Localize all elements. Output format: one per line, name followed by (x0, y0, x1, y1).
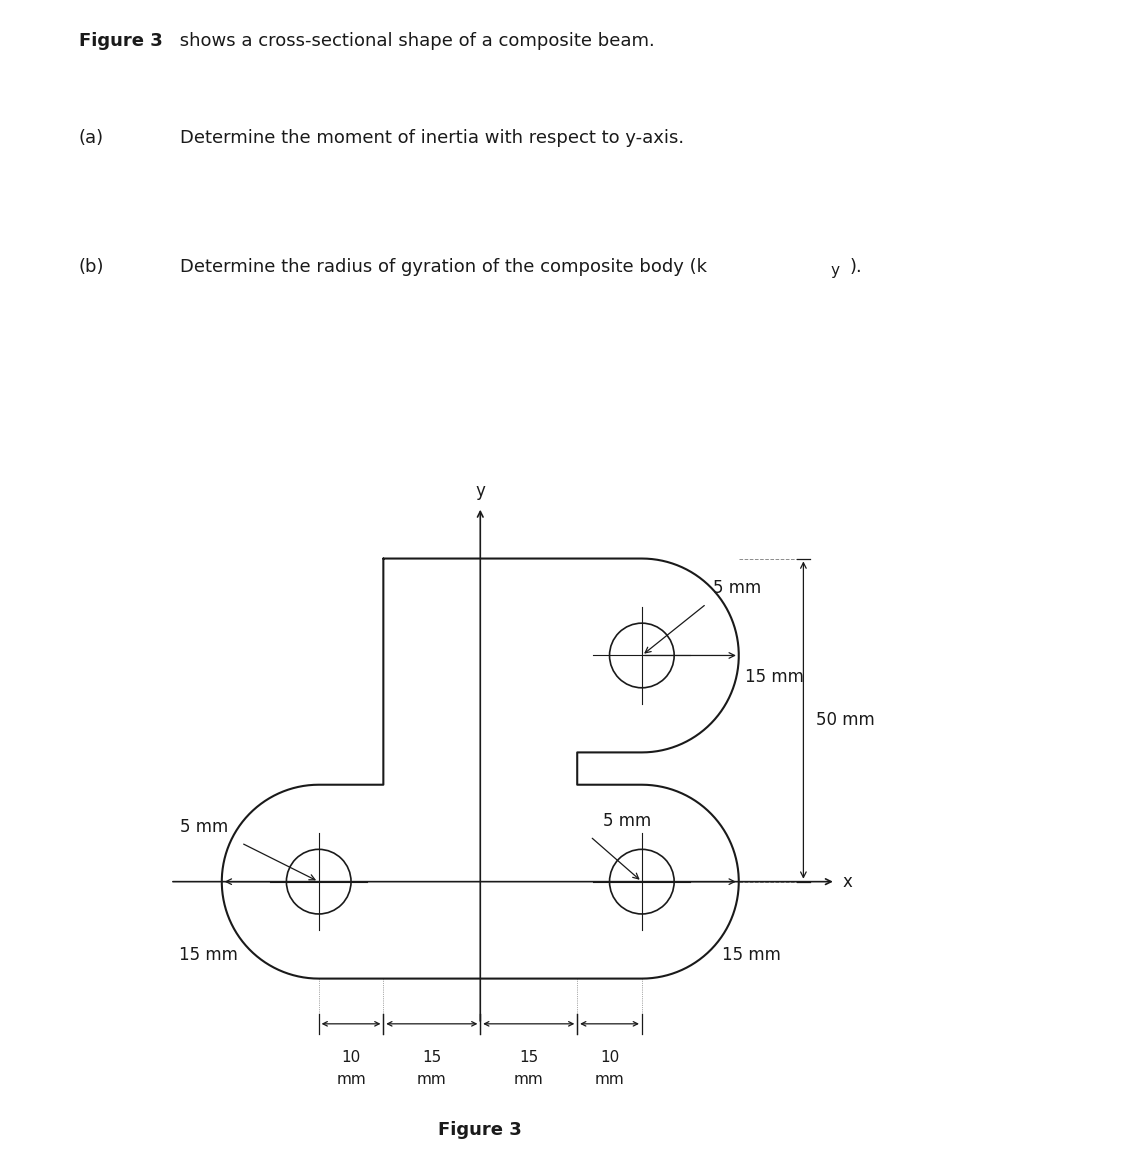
Text: y: y (476, 482, 485, 501)
Text: 15 mm: 15 mm (745, 668, 804, 687)
Text: 50 mm: 50 mm (817, 711, 875, 729)
Text: Figure 3: Figure 3 (79, 32, 162, 51)
Text: x: x (843, 872, 852, 891)
Text: (b): (b) (79, 258, 105, 277)
Text: ).: ). (849, 258, 862, 277)
Text: 15: 15 (422, 1050, 441, 1065)
Text: y: y (830, 263, 839, 278)
Text: 5 mm: 5 mm (603, 812, 651, 830)
Text: Determine the moment of inertia with respect to y-axis.: Determine the moment of inertia with res… (180, 129, 684, 148)
Text: Figure 3: Figure 3 (439, 1121, 522, 1139)
Text: mm: mm (595, 1072, 624, 1087)
Text: shows a cross-sectional shape of a composite beam.: shows a cross-sectional shape of a compo… (174, 32, 655, 51)
Text: 15 mm: 15 mm (722, 946, 781, 965)
Text: mm: mm (417, 1072, 447, 1087)
Text: 5 mm: 5 mm (713, 579, 762, 598)
Text: mm: mm (514, 1072, 543, 1087)
Text: 15 mm: 15 mm (179, 946, 238, 965)
Text: (a): (a) (79, 129, 104, 148)
Text: 10: 10 (600, 1050, 619, 1065)
Text: 5 mm: 5 mm (180, 818, 228, 837)
Text: mm: mm (336, 1072, 366, 1087)
Text: 15: 15 (519, 1050, 539, 1065)
Text: Determine the radius of gyration of the composite body (k: Determine the radius of gyration of the … (180, 258, 706, 277)
Text: 10: 10 (341, 1050, 361, 1065)
